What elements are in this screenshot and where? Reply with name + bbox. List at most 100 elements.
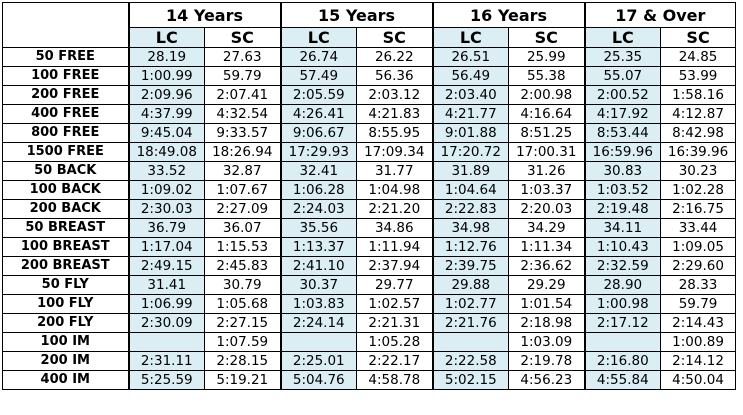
time-cell: 1:06.99 — [127, 294, 205, 314]
time-cell: 26.74 — [279, 47, 358, 67]
time-cell: 53.99 — [660, 66, 737, 86]
event-label: 50 FLY — [2, 275, 129, 295]
time-cell: 24.85 — [660, 47, 737, 67]
time-cell: 26.51 — [431, 47, 510, 67]
time-cell: 17:20.72 — [431, 142, 510, 162]
time-cell: 4:58.78 — [356, 370, 434, 390]
time-cell: 4:37.99 — [127, 104, 205, 124]
time-cell: 31.89 — [431, 161, 510, 181]
event-label: 200 FREE — [2, 85, 129, 105]
time-cell: 8:53.44 — [583, 123, 662, 143]
time-cell: 2:39.75 — [431, 256, 510, 276]
time-cell: 1:05.68 — [203, 294, 282, 314]
time-cell: 25.99 — [508, 47, 586, 67]
time-cell: 35.56 — [279, 218, 358, 238]
time-cell: 2:09.96 — [127, 85, 205, 105]
time-cell: 59.79 — [203, 66, 282, 86]
event-label: 200 IM — [2, 351, 129, 371]
time-cell: 4:32.54 — [203, 104, 282, 124]
time-cell: 1:11.94 — [356, 237, 434, 257]
time-cell: 1:04.64 — [431, 180, 510, 200]
time-cell: 56.36 — [356, 66, 434, 86]
table-row: 1500 FREE 18:49.08 18:26.94 17:29.93 17:09.3… — [2, 142, 737, 162]
time-cell: 8:42.98 — [660, 123, 737, 143]
time-cell — [583, 332, 662, 352]
time-cell: 1:58.16 — [660, 85, 737, 105]
time-cell: 4:16.64 — [508, 104, 586, 124]
time-cell: 9:06.67 — [279, 123, 358, 143]
time-cell: 2:24.03 — [279, 199, 358, 219]
time-cell: 2:30.09 — [127, 313, 205, 333]
time-cell: 4:12.87 — [660, 104, 737, 124]
time-cell: 2:36.62 — [508, 256, 586, 276]
time-cell: 1:05.28 — [356, 332, 434, 352]
time-cell: 2:21.76 — [431, 313, 510, 333]
time-cell: 18:26.94 — [203, 142, 282, 162]
time-cell: 1:01.54 — [508, 294, 586, 314]
table-body: 50 FREE 28.19 27.63 26.74 26.22 26.51 25.99 25.… — [2, 47, 737, 390]
subheader-row: LC SC LC SC LC SC LC SC — [3, 27, 737, 48]
time-cell: 4:50.04 — [660, 370, 737, 390]
time-cell: 2:18.98 — [508, 313, 586, 333]
time-cell: 2:19.48 — [583, 199, 662, 219]
time-cell: 5:04.76 — [279, 370, 358, 390]
event-label: 100 FLY — [2, 294, 129, 314]
time-cell: 1:11.34 — [508, 237, 586, 257]
group-header: 16 Years — [431, 2, 586, 28]
time-cell: 16:39.96 — [660, 142, 737, 162]
time-cell: 2:27.09 — [203, 199, 282, 219]
time-cell: 2:00.98 — [508, 85, 586, 105]
time-cell: 1:00.99 — [127, 66, 205, 86]
time-cell: 31.77 — [356, 161, 434, 181]
time-cell: 30.83 — [583, 161, 662, 181]
time-cell: 57.49 — [279, 66, 358, 86]
time-cell: 29.88 — [431, 275, 510, 295]
time-cell: 1:02.77 — [431, 294, 510, 314]
event-label: 400 IM — [2, 370, 129, 390]
time-cell: 2:22.17 — [356, 351, 434, 371]
time-cell: 1:00.89 — [660, 332, 737, 352]
time-cell: 1:03.37 — [508, 180, 586, 200]
time-cell: 1:03.83 — [279, 294, 358, 314]
sub-header: SC — [356, 27, 434, 48]
time-cell: 26.22 — [356, 47, 434, 67]
time-cell: 2:30.03 — [127, 199, 205, 219]
time-cell: 34.29 — [508, 218, 586, 238]
time-cell: 2:14.43 — [660, 313, 737, 333]
time-cell: 2:31.11 — [127, 351, 205, 371]
time-cell: 27.63 — [203, 47, 282, 67]
time-cell: 36.79 — [127, 218, 205, 238]
table-row: 100 IM 1:07.59 1:05.28 1:03.09 1:00.89 — [2, 332, 737, 352]
time-cell: 1:07.67 — [203, 180, 282, 200]
table-row: 100 FLY 1:06.99 1:05.68 1:03.83 1:02.57 1:02.… — [2, 294, 737, 314]
table-row: 100 BACK 1:09.02 1:07.67 1:06.28 1:04.98 1:04… — [2, 180, 737, 200]
time-cell: 2:27.15 — [203, 313, 282, 333]
time-cell: 18:49.08 — [127, 142, 205, 162]
time-cell: 33.52 — [127, 161, 205, 181]
event-label: 100 BREAST — [2, 237, 129, 257]
group-header: 15 Years — [279, 2, 434, 28]
time-cell: 2:03.12 — [356, 85, 434, 105]
sub-header: LC — [279, 27, 358, 48]
time-cell: 1:03.09 — [508, 332, 586, 352]
time-cell: 2:49.15 — [127, 256, 205, 276]
table-row: 50 FREE 28.19 27.63 26.74 26.22 26.51 25.99 25.… — [2, 47, 737, 67]
time-standards-table: 14 Years 15 Years 16 Years 17 & Over LC SC LC… — [2, 2, 737, 390]
time-cell: 1:02.28 — [660, 180, 737, 200]
time-cell: 4:26.41 — [279, 104, 358, 124]
time-cell: 9:45.04 — [127, 123, 205, 143]
time-cell: 1:04.98 — [356, 180, 434, 200]
table-row: 50 BREAST 36.79 36.07 35.56 34.86 34.98 34.29 3… — [2, 218, 737, 238]
time-cell — [279, 332, 358, 352]
time-cell: 2:29.60 — [660, 256, 737, 276]
table-row: 400 FREE 4:37.99 4:32.54 4:26.41 4:21.83 4:21… — [2, 104, 737, 124]
time-cell — [127, 332, 205, 352]
group-header: 17 & Over — [583, 2, 737, 28]
time-cell: 2:07.41 — [203, 85, 282, 105]
time-cell: 1:00.98 — [583, 294, 662, 314]
time-cell: 1:09.05 — [660, 237, 737, 257]
event-label: 100 FREE — [2, 66, 129, 86]
time-cell: 56.49 — [431, 66, 510, 86]
table-row: 50 FLY 31.41 30.79 30.37 29.77 29.88 29.29 28.9… — [2, 275, 737, 295]
